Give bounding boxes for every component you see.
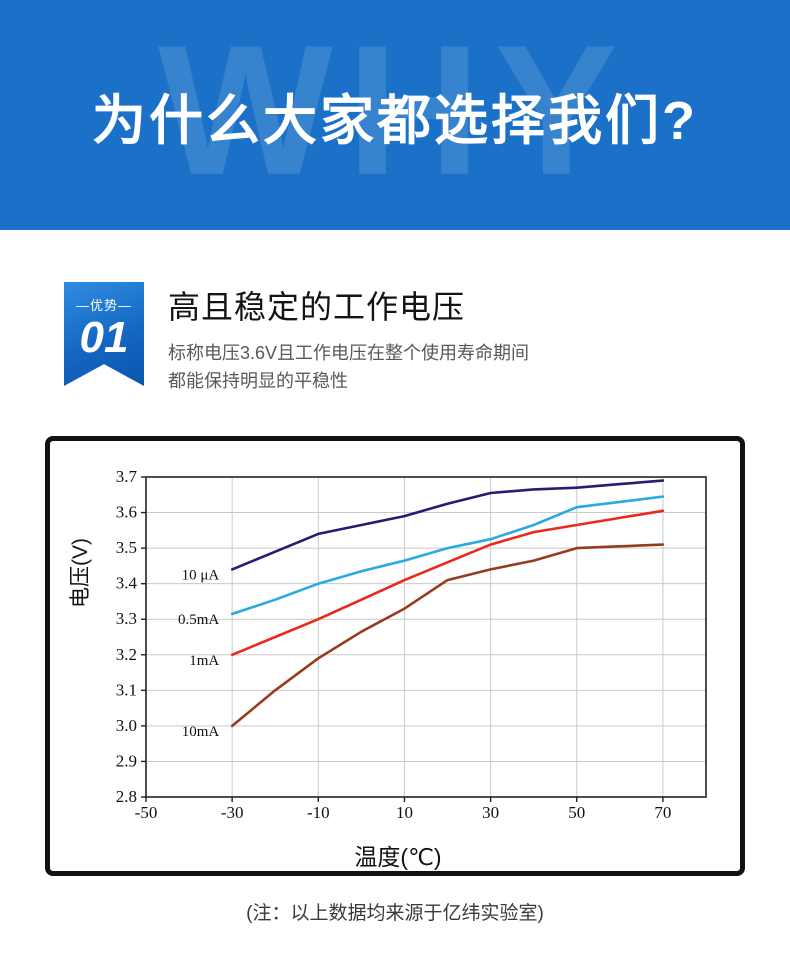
badge-label: —优势—	[75, 298, 132, 313]
series-line	[230, 509, 665, 656]
x-tick-label: 50	[568, 803, 585, 822]
footnote: (注：以上数据均来源于亿纬实验室)	[246, 902, 544, 924]
why-watermark-text: WHY	[158, 7, 632, 214]
x-axis-label: 温度(℃)	[354, 843, 442, 870]
series-line	[230, 495, 665, 615]
advantage-title: 高且稳定的工作电压	[168, 289, 466, 325]
series-line	[230, 543, 665, 727]
y-tick-label: 3.6	[116, 502, 137, 521]
y-tick-label: 3.7	[116, 467, 138, 486]
advantage-ribbon-badge: —优势— 01	[64, 282, 144, 386]
y-tick-label: 3.0	[116, 716, 137, 735]
y-tick-label: 3.1	[116, 680, 137, 699]
advantage-description-line2: 都能保持明显的平稳性	[168, 370, 348, 391]
chart-area: 电压(V) -50 -30 -10 10 30 50 70 2.8 2.9 3.0 3.1 3.2 3.…	[68, 463, 728, 872]
chart-panel: 电压(V) -50 -30 -10 10 30 50 70 2.8 2.9 3.0 3.1 3.2 3.…	[45, 435, 745, 876]
page-title: 为什么大家都选择我们?	[92, 90, 698, 151]
y-tick-label: 3.3	[116, 609, 137, 628]
plot-frame	[145, 475, 707, 798]
series-label: 1mA	[189, 653, 219, 669]
advantage-description: 标称电压3.6V且工作电压在整个使用寿命期间 都能保持明显的平稳性	[168, 340, 529, 396]
y-tick-label: 2.8	[116, 787, 137, 806]
advantage-section: —优势— 01 高且稳定的工作电压 标称电压3.6V且工作电压在整个使用寿命期间…	[64, 282, 790, 396]
series-label: 10 μA	[182, 567, 220, 583]
badge-number: 01	[79, 313, 129, 362]
advantage-text-block: 高且稳定的工作电压 标称电压3.6V且工作电压在整个使用寿命期间 都能保持明显的…	[168, 282, 529, 396]
x-tick-label: -10	[307, 803, 330, 822]
series-label: 10mA	[182, 724, 220, 740]
page-header-banner: WHY 为什么大家都选择我们?	[0, 0, 790, 230]
y-axis-label: 电压(V)	[69, 537, 92, 608]
x-tick-label: -30	[221, 803, 244, 822]
x-tick-label: -50	[135, 803, 158, 822]
y-tick-label: 2.9	[116, 751, 137, 770]
voltage-temperature-line-chart: -50 -30 -10 10 30 50 70 2.8 2.9 3.0 3.1 3.2 3.3 3.4 3.…	[116, 467, 707, 822]
x-tick-label: 30	[482, 803, 499, 822]
y-tick-label: 3.5	[116, 538, 137, 557]
advantage-description-line1: 标称电压3.6V且工作电压在整个使用寿命期间	[168, 343, 530, 363]
series-label: 0.5mA	[178, 612, 219, 628]
y-tick-label: 3.2	[116, 645, 137, 664]
x-tick-label: 70	[654, 803, 671, 822]
series-line	[230, 479, 665, 571]
y-tick-label: 3.4	[116, 573, 138, 592]
x-tick-label: 10	[396, 803, 413, 822]
